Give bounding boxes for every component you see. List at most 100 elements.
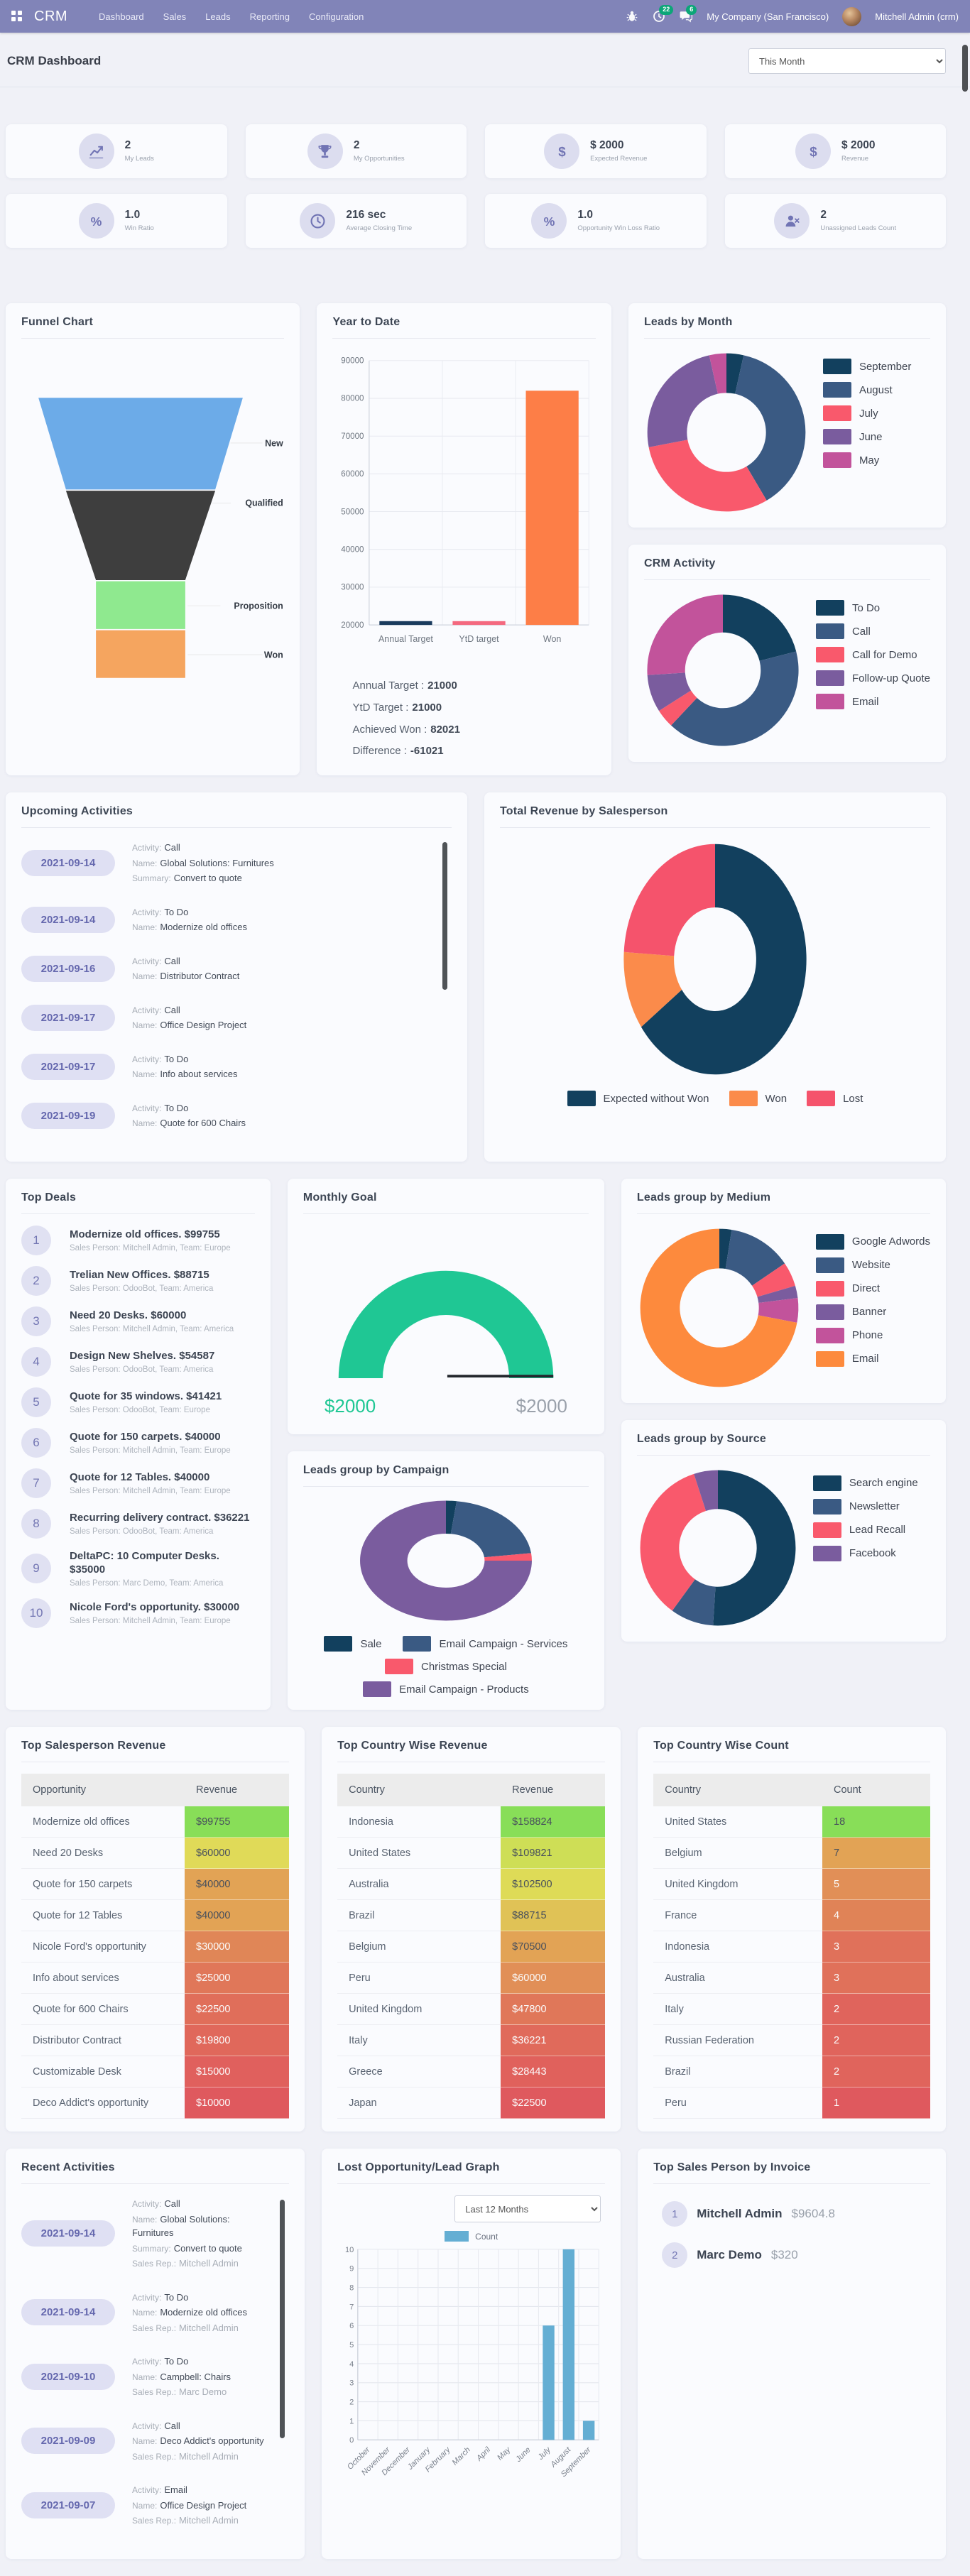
legend-item[interactable]: Banner: [815, 1304, 930, 1320]
legend-item[interactable]: Expected without Won: [567, 1091, 709, 1107]
leads-by-source-chart: [640, 1470, 796, 1626]
card-divider: [500, 827, 930, 829]
bug-icon[interactable]: [626, 10, 639, 23]
lost-legend[interactable]: Count: [337, 2231, 605, 2242]
menu-item-leads[interactable]: Leads: [205, 11, 231, 22]
legend-item[interactable]: Email Campaign - Products: [363, 1681, 529, 1698]
table-body: Modernize old offices $99755 Need 20 Desks…: [21, 1806, 290, 2119]
kpi-label: Average Closing Time: [346, 224, 413, 232]
legend-swatch: [815, 694, 844, 709]
kpi-card[interactable]: 2 Unassigned Leads Count: [724, 194, 946, 248]
legend-item[interactable]: Lead Recall: [812, 1522, 918, 1538]
heat-value-cell: $99755: [185, 1806, 290, 1838]
apps-menu-icon[interactable]: [11, 11, 23, 22]
legend-item[interactable]: Email: [815, 1350, 930, 1367]
table-row: Belgium $70500: [337, 1931, 606, 1963]
legend-swatch: [815, 670, 844, 686]
legend-label: Banner: [851, 1306, 887, 1319]
period-select[interactable]: This Month: [748, 48, 946, 74]
legend-item[interactable]: To Do: [815, 600, 930, 616]
legend-item[interactable]: Won: [729, 1091, 787, 1107]
legend-item[interactable]: Email Campaign - Services: [403, 1636, 567, 1652]
row-name-cell: Indonesia: [653, 1931, 822, 1963]
table-header-row: Country Revenue: [337, 1774, 606, 1807]
company-switcher[interactable]: My Company (San Francisco): [707, 11, 829, 22]
lost-range-select[interactable]: Last 12 Months: [454, 2195, 601, 2223]
activity-field: Name: Modernize old offices: [132, 2305, 269, 2320]
legend-item[interactable]: Website: [815, 1257, 930, 1273]
activity-field: Name: Campbell: Chairs: [132, 2370, 269, 2384]
menu-item-dashboard[interactable]: Dashboard: [99, 11, 144, 22]
heat-value-cell: 18: [822, 1806, 930, 1838]
kpi-card[interactable]: % 1.0 Win Ratio: [6, 194, 227, 248]
kpi-card[interactable]: $ $ 2000 Revenue: [724, 124, 946, 178]
legend-item[interactable]: Sale: [324, 1636, 381, 1652]
kpi-card[interactable]: 2 My Opportunities: [245, 124, 467, 178]
app-brand[interactable]: CRM: [34, 8, 68, 24]
kpi-card[interactable]: 216 sec Average Closing Time: [245, 194, 467, 248]
legend-swatch: [807, 1091, 836, 1107]
row-name-cell: Deco Addict's opportunity: [21, 2087, 185, 2119]
total-revenue-legend: Expected without Won Won Lost: [500, 1091, 930, 1107]
deal-rank-badge: 2: [21, 1265, 51, 1296]
deal-rank-badge: 10: [21, 1598, 51, 1628]
y-tick-label: 9: [349, 2265, 354, 2274]
kpi-card[interactable]: 2 My Leads: [6, 124, 227, 178]
user-menu[interactable]: Mitchell Admin (crm): [875, 11, 959, 22]
deal-subtitle: Sales Person: Mitchell Admin, Team: Euro…: [70, 1446, 231, 1455]
legend-item[interactable]: May: [822, 452, 911, 468]
legend-item[interactable]: July: [822, 405, 911, 421]
legend-item[interactable]: Google Adwords: [815, 1233, 930, 1250]
row-name-cell: Quote for 12 Tables: [21, 1899, 185, 1932]
heat-value-cell: $10000: [185, 2087, 290, 2119]
kpi-card[interactable]: % 1.0 Opportunity Win Loss Ratio: [485, 194, 707, 248]
deal-subtitle: Sales Person: OdooBot, Team: America: [70, 1284, 214, 1293]
row-name-cell: Australia: [337, 1868, 501, 1901]
legend-item[interactable]: Facebook: [812, 1545, 918, 1561]
y-tick-label: 0: [349, 2436, 354, 2445]
legend-item[interactable]: Email: [815, 694, 930, 709]
deal-title: Quote for 150 carpets. $40000: [70, 1431, 221, 1443]
table-row: Belgium 7: [653, 1837, 930, 1870]
legend-item[interactable]: August: [822, 382, 911, 398]
legend-item[interactable]: Lost: [807, 1091, 863, 1107]
activity-field: Name: Quote for 600 Chairs: [132, 1116, 432, 1130]
list-scrollbar-thumb[interactable]: [280, 2200, 285, 2439]
legend-item[interactable]: Phone: [815, 1327, 930, 1343]
activity-item: 2021-09-19 Activity: To Do Name: Quote for 6…: [21, 1100, 432, 1132]
funnel-label: Won: [264, 650, 283, 660]
legend-item[interactable]: Christmas Special: [384, 1659, 507, 1675]
heat-value-cell: 2: [822, 1993, 930, 2026]
legend-item[interactable]: Call for Demo: [815, 647, 930, 662]
bar: [379, 621, 433, 626]
activity-field: Activity: Call: [132, 2419, 269, 2433]
legend-swatch: [815, 647, 844, 662]
legend-swatch: [815, 1233, 844, 1250]
legend-item[interactable]: September: [822, 359, 911, 374]
messages-chat-icon[interactable]: 6: [680, 4, 697, 23]
kpi-card[interactable]: $ $ 2000 Expected Revenue: [485, 124, 707, 178]
user-avatar[interactable]: [842, 6, 862, 26]
menu-item-reporting[interactable]: Reporting: [249, 11, 290, 22]
deal-text: Modernize old offices. $99755 Sales Perso…: [70, 1228, 255, 1252]
page-scrollbar-thumb[interactable]: [962, 45, 968, 92]
legend-item[interactable]: Search engine: [812, 1475, 918, 1491]
card-divider: [21, 827, 452, 829]
legend-item[interactable]: Call: [815, 623, 930, 639]
kpi-card-inner: 2 My Opportunities: [307, 133, 405, 169]
menu-item-sales[interactable]: Sales: [163, 11, 187, 22]
legend-item[interactable]: Follow-up Quote: [815, 670, 930, 686]
row-name-cell: Distributor Contract: [21, 2024, 185, 2057]
activities-clock-icon[interactable]: 22: [653, 4, 674, 23]
list-scrollbar-thumb[interactable]: [442, 842, 447, 990]
legend-item[interactable]: June: [822, 429, 911, 444]
legend-item[interactable]: Direct: [815, 1280, 930, 1297]
menu-item-configuration[interactable]: Configuration: [308, 11, 364, 22]
table-row: Deco Addict's opportunity $10000: [21, 2087, 290, 2119]
kpi-text: 1.0 Opportunity Win Loss Ratio: [577, 209, 660, 233]
card-title: Total Revenue by Salesperson: [500, 805, 668, 818]
kpi-card-inner: % 1.0 Win Ratio: [78, 203, 154, 239]
legend-item[interactable]: Newsletter: [812, 1498, 918, 1515]
card-title: Top Deals: [21, 1191, 77, 1204]
donut-segment: [758, 1297, 799, 1323]
